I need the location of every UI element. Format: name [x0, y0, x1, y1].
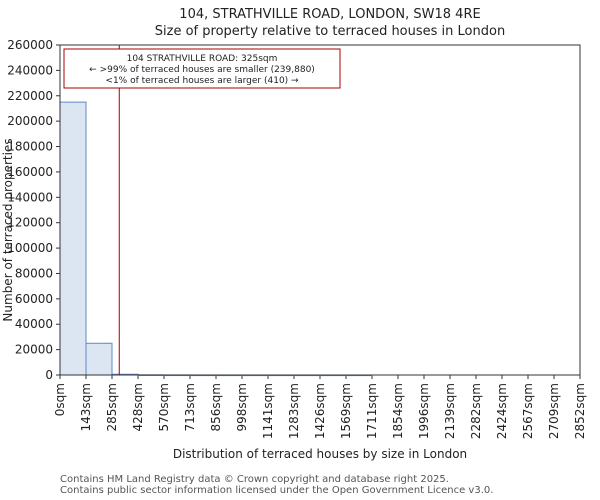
x-tick-label-2282sqm: 2282sqm — [469, 383, 483, 439]
x-tick-label-856sqm: 856sqm — [209, 383, 223, 431]
y-tick-label-120000: 120000 — [7, 216, 53, 230]
x-tick-label-1426sqm: 1426sqm — [313, 383, 327, 439]
x-tick-label-1711sqm: 1711sqm — [365, 383, 379, 439]
y-tick-label-240000: 240000 — [7, 63, 53, 77]
annotation-line-3: <1% of terraced houses are larger (410) … — [105, 76, 299, 86]
y-tick-label-80000: 80000 — [15, 266, 53, 280]
y-axis: 0 20000 40000 60000 80000 100000 120000 140000 1… — [7, 38, 60, 382]
y-tick-label-140000: 140000 — [7, 190, 53, 204]
x-tick-label-1283sqm: 1283sqm — [287, 383, 301, 439]
x-tick-label-713sqm: 713sqm — [183, 383, 197, 431]
x-tick-label-2709sqm: 2709sqm — [547, 383, 561, 439]
x-tick-label-2139sqm: 2139sqm — [443, 383, 457, 439]
y-tick-label-20000: 20000 — [15, 343, 53, 357]
histogram-chart: 104, STRATHVILLE ROAD, LONDON, SW18 4RE … — [1, 7, 587, 461]
bar-143sqm — [85, 342, 113, 376]
x-tick-label-1996sqm: 1996sqm — [417, 383, 431, 439]
annotation-line-2: ← >99% of terraced houses are smaller (2… — [89, 65, 315, 75]
y-tick-label-60000: 60000 — [15, 292, 53, 306]
y-tick-label-220000: 220000 — [7, 89, 53, 103]
x-tick-label-143sqm: 143sqm — [79, 383, 93, 431]
footer-line-1: Contains HM Land Registry data © Crown c… — [60, 474, 449, 485]
y-tick-label-40000: 40000 — [15, 317, 53, 331]
chart-subtitle: Size of property relative to terraced ho… — [155, 24, 505, 39]
chart-title: 104, STRATHVILLE ROAD, LONDON, SW18 4RE — [179, 7, 480, 22]
y-tick-label-260000: 260000 — [7, 38, 53, 52]
y-tick-label-0: 0 — [45, 368, 53, 382]
x-tick-label-428sqm: 428sqm — [131, 383, 145, 431]
y-tick-label-160000: 160000 — [7, 165, 53, 179]
x-axis-label: Distribution of terraced houses by size … — [173, 447, 467, 461]
y-tick-label-200000: 200000 — [7, 114, 53, 128]
x-tick-label-285sqm: 285sqm — [105, 383, 119, 431]
annotation-box: 104 STRATHVILLE ROAD: 325sqm ← >99% of t… — [63, 48, 341, 89]
x-tick-label-1141sqm: 1141sqm — [261, 383, 275, 439]
y-tick-label-100000: 100000 — [7, 241, 53, 255]
x-tick-label-570sqm: 570sqm — [157, 383, 171, 431]
x-tick-label-2424sqm: 2424sqm — [495, 383, 509, 439]
bars-group — [59, 101, 373, 377]
x-tick-label-1854sqm: 1854sqm — [391, 383, 405, 439]
x-tick-label-998sqm: 998sqm — [235, 383, 249, 431]
annotation-frame — [63, 48, 341, 89]
x-axis: 0sqm 143sqm 285sqm 428sqm 570sqm 713sqm 856sqm… — [53, 375, 587, 439]
x-tick-label-2567sqm: 2567sqm — [521, 383, 535, 439]
annotation-line-1: 104 STRATHVILLE ROAD: 325sqm — [127, 54, 278, 64]
x-tick-label-1569sqm: 1569sqm — [339, 383, 353, 439]
footer-line-2: Contains public sector information licen… — [60, 485, 494, 496]
plot-frame — [59, 44, 581, 376]
bar-0sqm — [59, 101, 87, 376]
x-tick-label-0sqm: 0sqm — [53, 383, 67, 416]
y-tick-label-180000: 180000 — [7, 140, 53, 154]
x-tick-label-2852sqm: 2852sqm — [573, 383, 587, 439]
y-axis-label: Number of terraced properties — [1, 138, 15, 321]
